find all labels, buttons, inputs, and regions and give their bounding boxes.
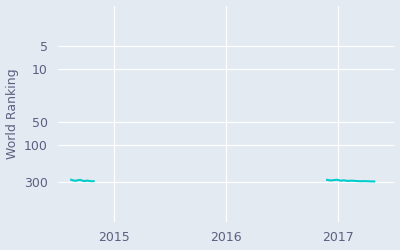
Y-axis label: World Ranking: World Ranking <box>6 68 18 159</box>
